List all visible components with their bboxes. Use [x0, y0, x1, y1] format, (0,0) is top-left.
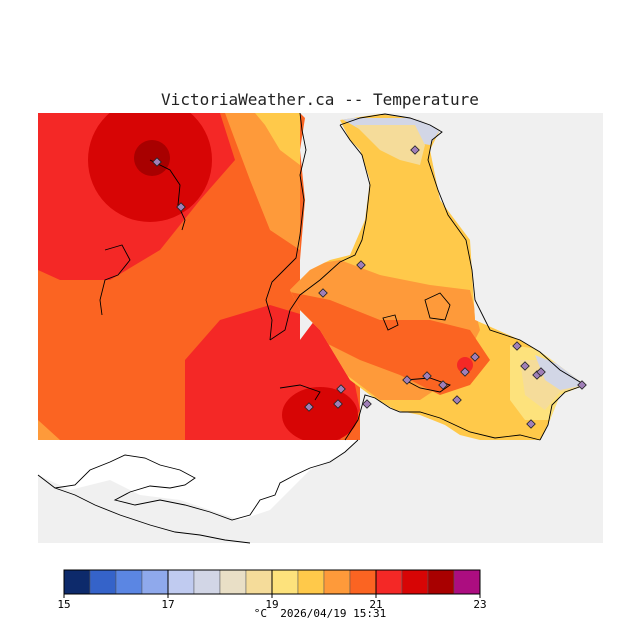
station-marker[interactable]: [402, 375, 412, 385]
legend-swatch: [141, 569, 169, 595]
legend-swatch: [193, 569, 221, 595]
legend-tick-label: 23: [473, 598, 486, 611]
timestamp: 2026/04/19 15:31: [280, 607, 387, 620]
weather-stations: [152, 145, 587, 429]
legend-swatch: [115, 569, 143, 595]
units-label: °C: [253, 607, 268, 620]
temperature-legend: 15 17 19 21 23: [57, 569, 487, 611]
station-marker[interactable]: [318, 288, 328, 298]
legend-swatch: [375, 569, 403, 595]
legend-tick-label: 21: [369, 598, 382, 611]
station-marker[interactable]: [176, 202, 186, 212]
station-marker[interactable]: [577, 380, 587, 390]
station-marker[interactable]: [356, 260, 366, 270]
station-marker[interactable]: [336, 384, 346, 394]
station-marker[interactable]: [536, 367, 546, 377]
legend-tick-label: 17: [161, 598, 174, 611]
map-title: VictoriaWeather.ca -- Temperature: [161, 90, 479, 109]
legend-swatch: [63, 569, 91, 595]
coastlines: [37, 112, 586, 544]
legend-swatch: [167, 569, 195, 595]
southern-land: [38, 440, 603, 543]
legend-swatch: [219, 569, 247, 595]
legend-swatch: [271, 569, 299, 595]
legend-tick-label: 19: [265, 598, 278, 611]
station-marker[interactable]: [470, 352, 480, 362]
legend-swatch: [427, 569, 455, 595]
legend-swatch: [245, 569, 273, 595]
station-marker[interactable]: [152, 157, 162, 167]
station-marker[interactable]: [460, 367, 470, 377]
station-marker[interactable]: [512, 341, 522, 351]
station-marker[interactable]: [362, 399, 372, 409]
station-marker[interactable]: [438, 380, 448, 390]
legend-swatch: [297, 569, 325, 595]
station-marker[interactable]: [304, 402, 314, 412]
legend-swatch: [349, 569, 377, 595]
station-marker[interactable]: [452, 395, 462, 405]
station-marker[interactable]: [526, 419, 536, 429]
station-marker[interactable]: [520, 361, 530, 371]
legend-swatch: [323, 569, 351, 595]
legend-swatch: [89, 569, 117, 595]
station-marker[interactable]: [410, 145, 420, 155]
legend-caption: °C 2026/04/19 15:31: [0, 607, 640, 620]
legend-swatch: [453, 569, 481, 595]
legend-tick-label: 15: [57, 598, 70, 611]
legend-swatch: [401, 569, 429, 595]
station-marker[interactable]: [333, 399, 343, 409]
station-marker[interactable]: [422, 371, 432, 381]
